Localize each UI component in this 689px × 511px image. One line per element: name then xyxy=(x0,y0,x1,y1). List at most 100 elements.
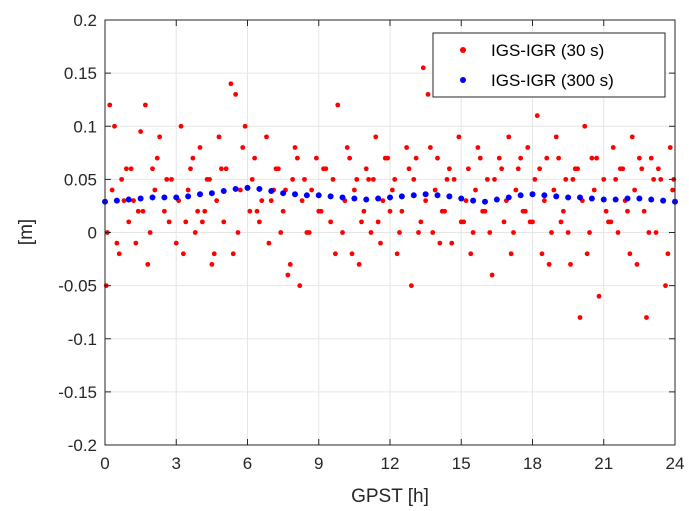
data-point xyxy=(608,219,613,224)
data-point xyxy=(333,251,338,256)
data-point xyxy=(354,177,359,182)
data-point xyxy=(578,315,583,320)
data-point xyxy=(161,194,167,200)
data-point xyxy=(351,196,357,202)
data-point xyxy=(426,92,431,97)
data-point xyxy=(212,251,217,256)
x-tick-label: 0 xyxy=(100,454,109,473)
data-point xyxy=(665,251,670,256)
data-point xyxy=(245,185,251,191)
y-tick-label: 0.15 xyxy=(64,64,97,83)
data-point xyxy=(217,134,222,139)
data-point xyxy=(228,81,233,86)
x-tick-label: 6 xyxy=(243,454,252,473)
data-point xyxy=(644,315,649,320)
data-point xyxy=(532,177,537,182)
data-point xyxy=(639,166,644,171)
data-point xyxy=(190,156,195,161)
x-axis-label: GPST [h] xyxy=(351,486,429,507)
data-point xyxy=(458,196,464,202)
x-tick-label: 9 xyxy=(314,454,323,473)
data-point xyxy=(179,124,184,129)
data-point xyxy=(124,166,129,171)
data-point xyxy=(157,134,162,139)
y-tick-label: 0.1 xyxy=(73,117,97,136)
data-point xyxy=(563,177,568,182)
data-point xyxy=(152,188,157,193)
data-point xyxy=(513,188,518,193)
data-point xyxy=(597,294,602,299)
data-point xyxy=(164,177,169,182)
data-point xyxy=(497,156,502,161)
data-point xyxy=(285,273,290,278)
data-point xyxy=(523,209,528,214)
data-point xyxy=(256,186,262,192)
data-point xyxy=(316,192,322,198)
data-point xyxy=(559,219,564,224)
legend-marker-300s xyxy=(460,77,466,83)
y-tick-label: -0.05 xyxy=(58,277,97,296)
data-point xyxy=(656,166,661,171)
data-point xyxy=(544,156,549,161)
data-point xyxy=(399,193,405,199)
data-point xyxy=(447,166,452,171)
data-point xyxy=(304,192,310,198)
data-point xyxy=(150,194,156,200)
data-point xyxy=(250,177,255,182)
data-point xyxy=(399,209,404,214)
data-point xyxy=(280,190,286,196)
data-point xyxy=(668,145,673,150)
data-point xyxy=(490,273,495,278)
data-point xyxy=(411,177,416,182)
data-point xyxy=(435,156,440,161)
data-point xyxy=(428,145,433,150)
data-point xyxy=(114,198,120,204)
data-point xyxy=(630,134,635,139)
data-point xyxy=(575,166,580,171)
data-point xyxy=(200,219,205,224)
data-point xyxy=(257,219,262,224)
data-point xyxy=(238,188,243,193)
data-point xyxy=(388,209,393,214)
data-point xyxy=(328,193,334,199)
data-point xyxy=(319,209,324,214)
data-point xyxy=(266,241,271,246)
data-point xyxy=(205,177,210,182)
data-point xyxy=(162,209,167,214)
x-tick-label: 21 xyxy=(594,454,613,473)
data-point xyxy=(601,177,606,182)
data-point xyxy=(430,230,435,235)
data-point xyxy=(506,194,512,200)
data-point xyxy=(663,283,668,288)
data-point xyxy=(385,156,390,161)
data-point xyxy=(169,177,174,182)
data-point xyxy=(670,188,675,193)
data-point xyxy=(551,188,556,193)
data-point xyxy=(181,251,186,256)
data-point xyxy=(331,177,336,182)
data-point xyxy=(636,196,642,202)
data-point xyxy=(613,197,619,203)
data-point xyxy=(328,219,333,224)
data-point xyxy=(297,283,302,288)
data-point xyxy=(352,188,357,193)
data-point xyxy=(359,219,364,224)
data-point xyxy=(335,103,340,108)
data-point xyxy=(150,166,155,171)
data-point xyxy=(618,166,623,171)
data-point xyxy=(292,191,298,197)
data-point xyxy=(309,188,314,193)
data-point xyxy=(499,166,504,171)
data-point xyxy=(387,194,393,200)
data-point xyxy=(340,194,346,200)
data-point xyxy=(459,219,464,224)
data-point xyxy=(221,188,227,194)
data-point xyxy=(259,198,264,203)
data-point xyxy=(390,188,395,193)
data-point xyxy=(646,230,651,235)
data-point xyxy=(131,198,136,203)
data-point xyxy=(397,230,402,235)
data-point xyxy=(138,129,143,134)
data-point xyxy=(304,230,309,235)
data-point xyxy=(264,134,269,139)
